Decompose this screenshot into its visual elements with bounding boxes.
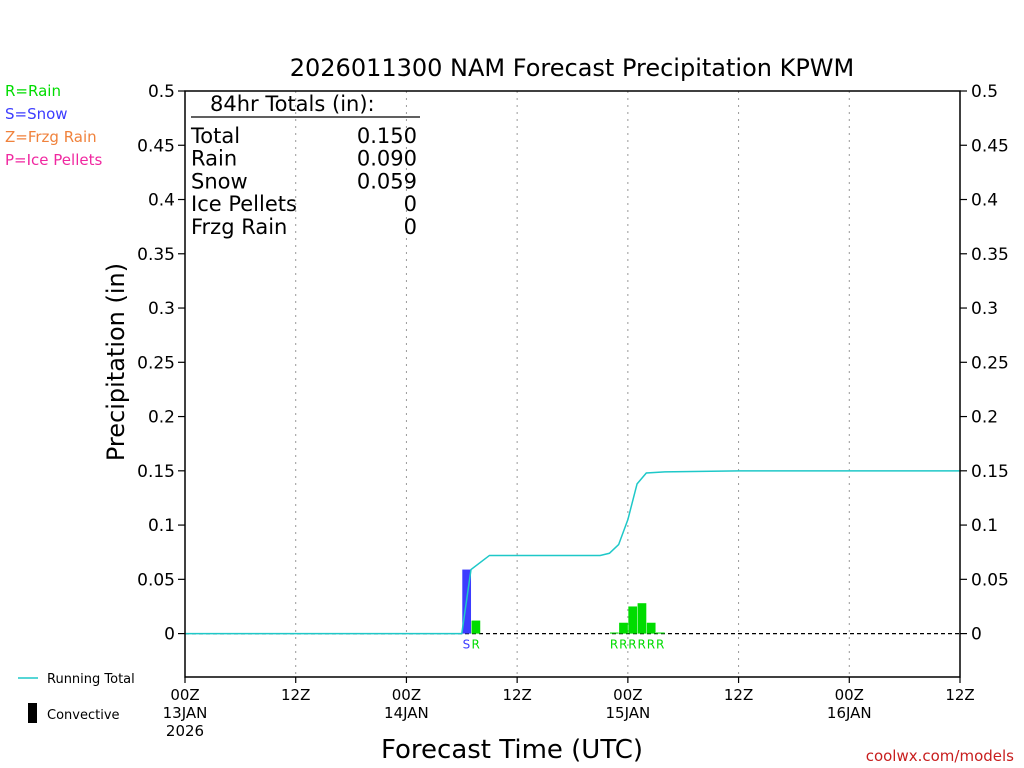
x-tick-label: 16JAN — [827, 704, 872, 722]
bottom-legend: Running Total Convective — [18, 672, 135, 723]
precip-bar — [619, 622, 628, 634]
totals-row-label: Total — [190, 124, 240, 148]
y-tick-label-left: 0.5 — [148, 82, 175, 102]
totals-heading: 84hr Totals (in): — [210, 92, 375, 116]
totals-row-value: 0.059 — [357, 169, 417, 193]
precip-bar — [646, 622, 656, 634]
y-tick-label-right: 0.35 — [971, 245, 1009, 265]
x-axis-label: Forecast Time (UTC) — [381, 735, 643, 765]
y-ticks-right: 0 0.05 0.1 0.15 0.2 0.25 0.3 0.35 0.4 0.45 0.5 — [960, 82, 1009, 645]
y-tick-label-left: 0.15 — [137, 462, 175, 482]
precip-bar — [637, 603, 647, 634]
plot-frame — [184, 90, 961, 678]
type-legend-item: R=Rain — [5, 82, 61, 100]
type-legend: R=Rain S=Snow Z=Frzg Rain P=Ice Pellets — [5, 82, 102, 169]
y-tick-label-right: 0.45 — [971, 136, 1009, 156]
y-tick-label-right: 0.25 — [971, 353, 1009, 373]
y-tick-label-right: 0.2 — [971, 408, 998, 428]
type-legend-item: Z=Frzg Rain — [5, 128, 97, 146]
totals-box: 84hr Totals (in): Total 0.150 Rain 0.090 Sno… — [190, 92, 420, 239]
y-tick-label-left: 0 — [164, 625, 175, 645]
x-tick-label: 2026 — [166, 722, 204, 740]
totals-row-value: 0.150 — [357, 124, 417, 148]
totals-row-value: 0 — [404, 192, 417, 216]
y-tick-label-left: 0.3 — [148, 299, 175, 319]
x-tick-label: 00Z — [170, 686, 199, 704]
x-tick-label: 00Z — [613, 686, 642, 704]
x-tick-label: 12Z — [502, 686, 531, 704]
y-tick-label-right: 0.05 — [971, 570, 1009, 590]
y-tick-label-left: 0.25 — [137, 353, 175, 373]
x-tick-label: 12Z — [281, 686, 310, 704]
bar-type-letter: R — [638, 638, 646, 652]
type-legend-item: P=Ice Pellets — [5, 151, 102, 169]
y-ticks-left: 0 0.05 0.1 0.15 0.2 0.25 0.3 0.35 0.4 0.45 0.5 — [137, 82, 185, 645]
running-total-polyline — [185, 470, 960, 635]
totals-row-label: Frzg Rain — [191, 215, 287, 239]
y-tick-label-right: 0.15 — [971, 462, 1009, 482]
y-tick-label-left: 0.2 — [148, 408, 175, 428]
y-axis-label: Precipitation (in) — [102, 263, 130, 461]
bars — [462, 569, 665, 634]
running-total-line — [185, 470, 960, 635]
y-tick-label-right: 0.4 — [971, 191, 998, 211]
credit-text: coolwx.com/models — [866, 747, 1014, 765]
bar-type-letter: R — [610, 638, 618, 652]
convective-legend-label: Convective — [47, 708, 120, 723]
precip-bar — [628, 606, 638, 634]
totals-row-label: Ice Pellets — [191, 192, 297, 216]
x-tick-label: 12Z — [945, 686, 974, 704]
totals-row-label: Snow — [191, 169, 248, 193]
totals-row-label: Rain — [191, 147, 237, 171]
convective-swatch — [28, 703, 37, 723]
bar-type-letter: R — [647, 638, 655, 652]
y-tick-label-left: 0.4 — [148, 191, 175, 211]
bar-type-letter: R — [656, 638, 664, 652]
y-tick-label-right: 0 — [971, 625, 982, 645]
chart-title: 2026011300 NAM Forecast Precipitation KP… — [290, 54, 855, 82]
x-tick-label: 15JAN — [605, 704, 650, 722]
y-tick-label-left: 0.05 — [137, 570, 175, 590]
totals-row-value: 0 — [404, 215, 417, 239]
y-tick-label-left: 0.45 — [137, 136, 175, 156]
y-tick-label-right: 0.5 — [971, 82, 998, 102]
x-tick-label: 14JAN — [384, 704, 429, 722]
y-tick-label-right: 0.1 — [971, 516, 998, 536]
y-tick-label-right: 0.3 — [971, 299, 998, 319]
x-tick-label: 12Z — [724, 686, 753, 704]
y-tick-label-left: 0.35 — [137, 245, 175, 265]
precip-bar — [471, 620, 481, 634]
precip-bar — [609, 632, 619, 634]
y-tick-label-left: 0.1 — [148, 516, 175, 536]
type-legend-item: S=Snow — [5, 105, 68, 123]
x-tick-label: 00Z — [392, 686, 421, 704]
totals-row-value: 0.090 — [357, 147, 417, 171]
x-tick-label: 00Z — [835, 686, 864, 704]
bar-type-letter: R — [471, 638, 479, 652]
precip-bar — [656, 632, 665, 634]
running-total-legend-label: Running Total — [47, 672, 135, 687]
x-tick-label: 13JAN — [163, 704, 208, 722]
bar-type-letter: S — [463, 638, 471, 652]
bar-type-letter: R — [619, 638, 627, 652]
bar-type-letter: R — [628, 638, 636, 652]
